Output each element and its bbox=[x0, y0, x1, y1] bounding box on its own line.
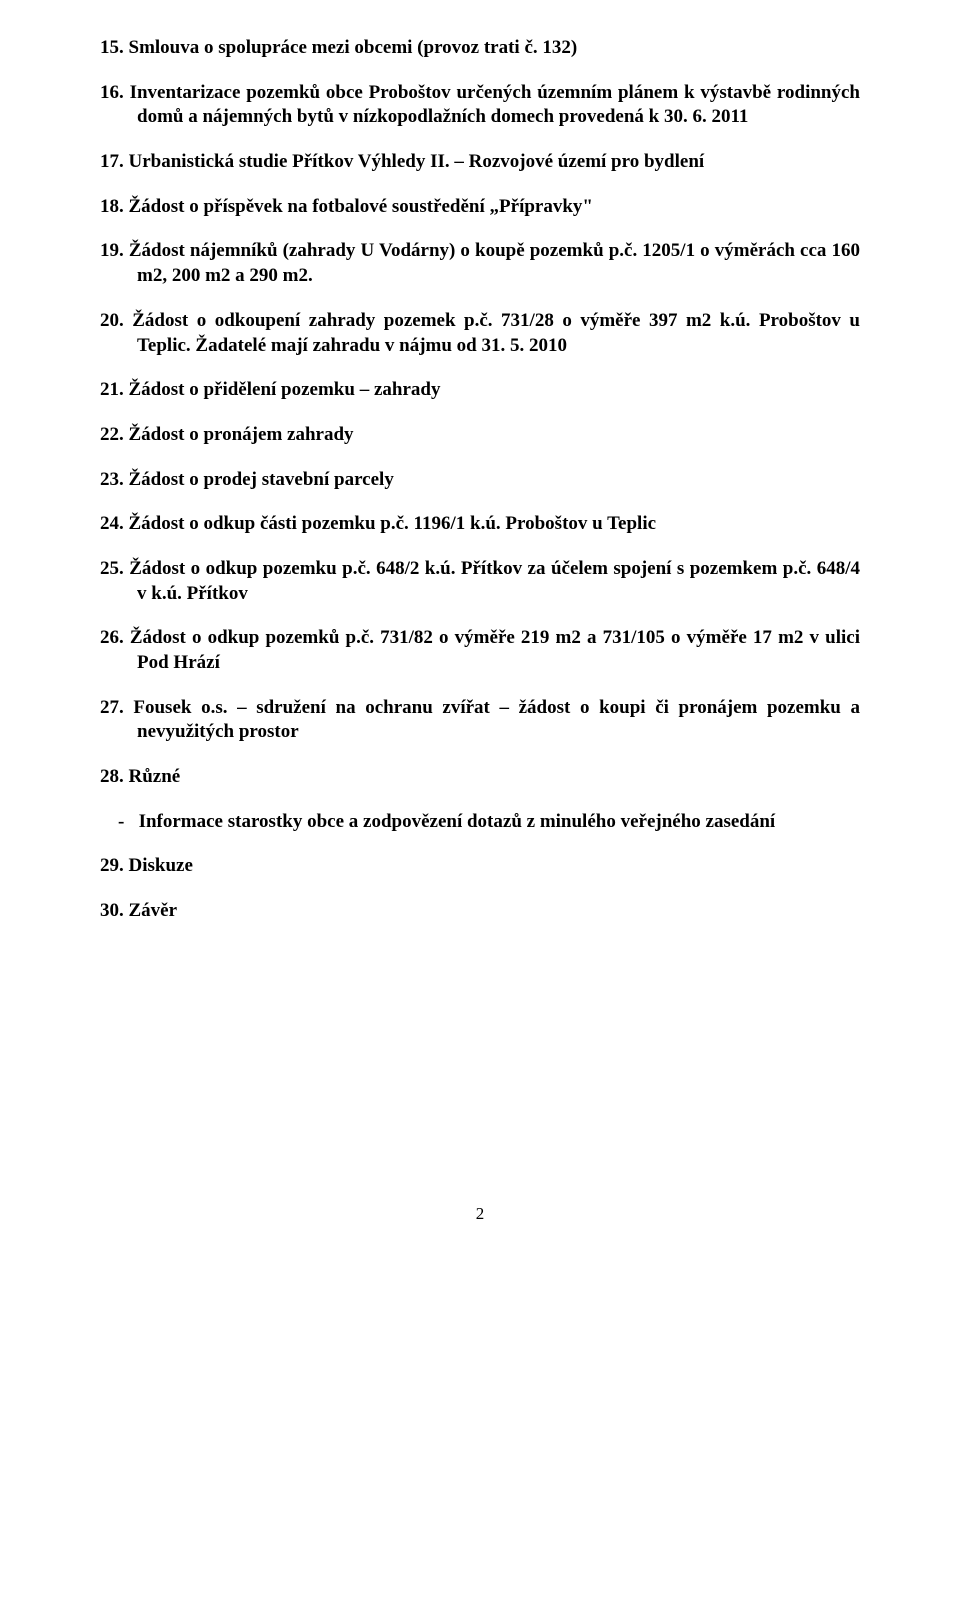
dash-text: Informace starostky obce a zodpovězení d… bbox=[139, 811, 776, 832]
list-item: 25. Žádost o odkup pozemku p.č. 648/2 k.… bbox=[100, 557, 860, 606]
list-item: 17. Urbanistická studie Přítkov Výhledy … bbox=[100, 150, 860, 175]
page-content: 15. Smlouva o spolupráce mezi obcemi (pr… bbox=[0, 0, 960, 1264]
list-item: 16. Inventarizace pozemků obce Proboštov… bbox=[100, 81, 860, 130]
list-item: 18. Žádost o příspěvek na fotbalové sous… bbox=[100, 195, 860, 220]
list-item: 26. Žádost o odkup pozemků p.č. 731/82 o… bbox=[100, 626, 860, 675]
list-item: 27. Fousek o.s. – sdružení na ochranu zv… bbox=[100, 696, 860, 745]
list-item: 28. Různé bbox=[100, 765, 860, 790]
dash-marker: - bbox=[118, 811, 124, 832]
list-item: 23. Žádost o prodej stavební parcely bbox=[100, 468, 860, 493]
list-item: 24. Žádost o odkup části pozemku p.č. 11… bbox=[100, 512, 860, 537]
page-number: 2 bbox=[100, 1204, 860, 1224]
list-item: 22. Žádost o pronájem zahrady bbox=[100, 423, 860, 448]
list-item: 30. Závěr bbox=[100, 899, 860, 924]
list-item: 15. Smlouva o spolupráce mezi obcemi (pr… bbox=[100, 36, 860, 61]
list-item: 19. Žádost nájemníků (zahrady U Vodárny)… bbox=[100, 239, 860, 288]
list-item: 29. Diskuze bbox=[100, 854, 860, 879]
dash-list-item: - Informace starostky obce a zodpovězení… bbox=[100, 810, 860, 835]
list-item: 20. Žádost o odkoupení zahrady pozemek p… bbox=[100, 309, 860, 358]
list-item: 21. Žádost o přidělení pozemku – zahrady bbox=[100, 378, 860, 403]
